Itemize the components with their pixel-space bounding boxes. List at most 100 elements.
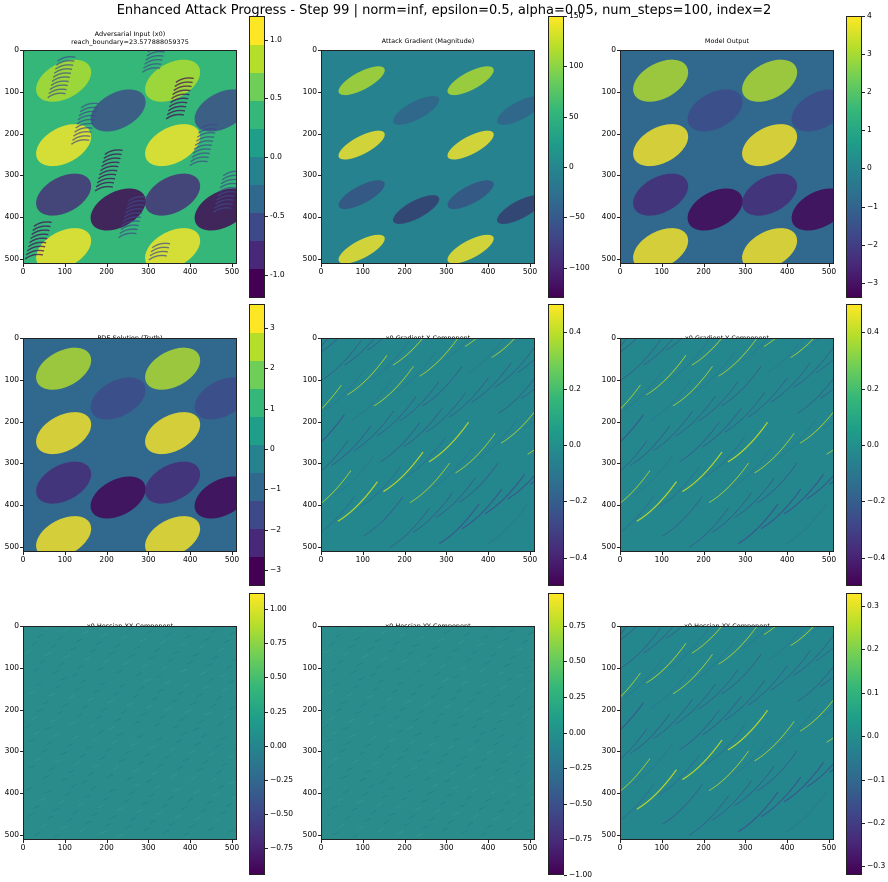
colorbar-tick-label: 0.00: [569, 727, 586, 737]
x-tick-mark: [488, 840, 490, 843]
x-tick-label: 300: [439, 267, 454, 276]
y-tick-mark: [318, 338, 321, 339]
x-tick-mark: [745, 840, 747, 843]
colorbar-tick-mark: [564, 803, 567, 805]
colorbar-tick-mark: [265, 449, 268, 451]
x-tick-label: 300: [439, 843, 454, 852]
colorbar-tick-mark: [265, 328, 268, 330]
y-tick-label: 200: [601, 704, 616, 714]
colorbar-tick-label: −2: [270, 524, 282, 534]
y-tick-mark: [617, 709, 620, 711]
colorbar-tick-label: 0.25: [270, 706, 287, 716]
colorbar-tick-label: 3: [867, 49, 872, 59]
y-tick-mark: [617, 626, 620, 627]
colorbar-tick-mark: [862, 445, 865, 446]
y-tick-label: 100: [601, 86, 616, 96]
colorbar-tick-label: 1: [867, 125, 872, 135]
x-tick-label: 0: [318, 555, 324, 564]
x-tick-mark: [321, 552, 322, 555]
colorbar-tick-mark: [564, 557, 567, 559]
y-tick-mark: [318, 667, 321, 669]
colorbar-tick-mark: [564, 768, 567, 770]
x-tick-label: 300: [141, 555, 156, 564]
x-tick-label: 400: [481, 555, 496, 564]
x-tick-label: 100: [355, 843, 370, 852]
x-tick-label: 0: [318, 843, 324, 852]
colorbar-tick-label: −0.75: [270, 842, 293, 852]
x-tick-label: 500: [224, 843, 240, 852]
colorbar-tick-mark: [564, 217, 567, 219]
colorbar-tick-label: 0.00: [270, 740, 287, 750]
colorbar-tick-label: 150: [569, 11, 584, 20]
heatmap-image: [23, 626, 237, 840]
x-tick-mark: [321, 840, 322, 843]
colorbar: [548, 593, 564, 875]
x-tick-label: 500: [821, 555, 837, 564]
x-tick-mark: [64, 264, 66, 267]
colorbar-tick-label: 1.00: [270, 604, 287, 614]
x-tick-label: 500: [224, 267, 240, 276]
colorbar-tick-mark: [265, 489, 268, 491]
colorbar-tick-mark: [265, 157, 268, 158]
colorbar-tick-mark: [564, 66, 567, 68]
y-tick-mark: [20, 834, 23, 836]
x-tick-label: 100: [654, 267, 669, 276]
colorbar-tick-label: −3: [270, 564, 282, 574]
x-tick-mark: [106, 840, 108, 843]
colorbar-tick-mark: [862, 779, 865, 781]
x-tick-label: 500: [522, 843, 538, 852]
colorbar-tick-mark: [862, 206, 865, 208]
x-tick-label: 400: [780, 843, 795, 852]
colorbar-tick-label: −1: [867, 201, 879, 211]
heatmap-image: [620, 338, 834, 552]
x-tick-label: 200: [397, 555, 412, 564]
colorbar-tick-label: −0.2: [867, 817, 886, 827]
colorbar-tick-mark: [862, 606, 865, 607]
colorbar-tick-mark: [862, 282, 865, 284]
x-tick-label: 100: [57, 267, 72, 276]
y-tick-label: 500: [302, 541, 317, 551]
colorbar-tick-label: 0: [867, 163, 872, 173]
colorbar-tick-mark: [564, 625, 567, 627]
y-tick-mark: [318, 217, 321, 219]
y-tick-mark: [318, 751, 321, 753]
y-tick-label: 200: [4, 416, 19, 426]
y-tick-mark: [20, 751, 23, 753]
x-tick-label: 200: [99, 267, 114, 276]
y-tick-label: 200: [302, 416, 317, 426]
y-tick-label: 200: [302, 128, 317, 138]
colorbar-tick-label: -1.0: [270, 269, 285, 279]
x-tick-mark: [404, 552, 406, 555]
x-tick-label: 400: [183, 267, 198, 276]
y-tick-mark: [617, 834, 620, 836]
y-tick-label: 400: [601, 500, 616, 510]
x-tick-mark: [190, 552, 192, 555]
y-tick-label: 400: [302, 212, 317, 222]
colorbar-tick-mark: [564, 732, 567, 734]
y-tick-mark: [617, 217, 620, 219]
colorbar-tick-label: −100: [569, 262, 590, 272]
y-tick-label: 500: [601, 253, 616, 263]
y-tick-mark: [318, 463, 321, 465]
x-tick-mark: [231, 264, 233, 267]
y-tick-mark: [617, 751, 620, 753]
colorbar-tick-label: 1: [270, 403, 275, 413]
x-tick-mark: [321, 264, 322, 267]
colorbar-tick-mark: [265, 745, 268, 747]
colorbar-tick-mark: [862, 54, 865, 56]
y-tick-mark: [20, 258, 23, 260]
x-tick-label: 300: [141, 843, 156, 852]
colorbar-tick-mark: [265, 813, 268, 815]
y-tick-mark: [20, 91, 23, 93]
colorbar-tick-label: 1.0: [270, 34, 282, 44]
y-tick-label: 300: [4, 746, 19, 756]
x-tick-label: 0: [20, 555, 26, 564]
colorbar: [249, 593, 265, 875]
colorbar: [846, 16, 862, 298]
y-tick-label: 0: [312, 45, 317, 54]
y-tick-mark: [617, 421, 620, 423]
y-tick-label: 500: [302, 253, 317, 263]
x-tick-label: 400: [481, 267, 496, 276]
figure-suptitle: Enhanced Attack Progress - Step 99 | nor…: [116, 3, 772, 18]
y-tick-label: 0: [312, 333, 317, 342]
